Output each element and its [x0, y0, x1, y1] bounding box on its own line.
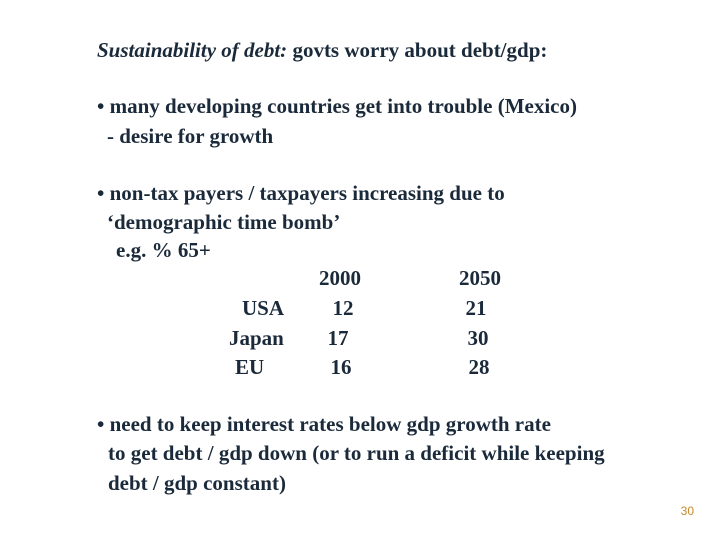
- cell-usa-2050: 21: [465, 296, 487, 320]
- bullet-2-line-3: e.g. % 65+: [116, 238, 211, 262]
- bullet-3-line-1: • need to keep interest rates below gdp …: [97, 412, 551, 436]
- column-header-2050: 2050: [459, 266, 501, 290]
- bullet-3-line-3: debt / gdp constant): [108, 471, 286, 495]
- bullet-1-line-1: • many developing countries get into tro…: [97, 94, 577, 118]
- cell-eu-2000: 16: [330, 355, 352, 379]
- title-rest: govts worry about debt/gdp:: [287, 38, 548, 62]
- column-header-2000: 2000: [319, 266, 361, 290]
- cell-eu-2050: 28: [468, 355, 490, 379]
- bullet-2-line-2: ‘demographic time bomb’: [107, 210, 341, 234]
- bullet-2-line-1: • non-tax payers / taxpayers increasing …: [97, 181, 505, 205]
- page-number: 30: [680, 504, 694, 518]
- cell-usa-2000: 12: [332, 296, 354, 320]
- row-label-japan: Japan: [229, 326, 284, 350]
- cell-japan-2050: 30: [467, 326, 489, 350]
- row-label-usa: USA: [242, 296, 285, 320]
- bullet-3-line-2: to get debt / gdp down (or to run a defi…: [108, 441, 605, 465]
- slide-title: Sustainability of debt: govts worry abou…: [97, 40, 547, 61]
- cell-japan-2000: 17: [327, 326, 349, 350]
- bullet-1-line-2: - desire for growth: [107, 124, 274, 148]
- row-label-eu: EU: [235, 355, 265, 379]
- title-italic-part: Sustainability of debt:: [97, 38, 288, 62]
